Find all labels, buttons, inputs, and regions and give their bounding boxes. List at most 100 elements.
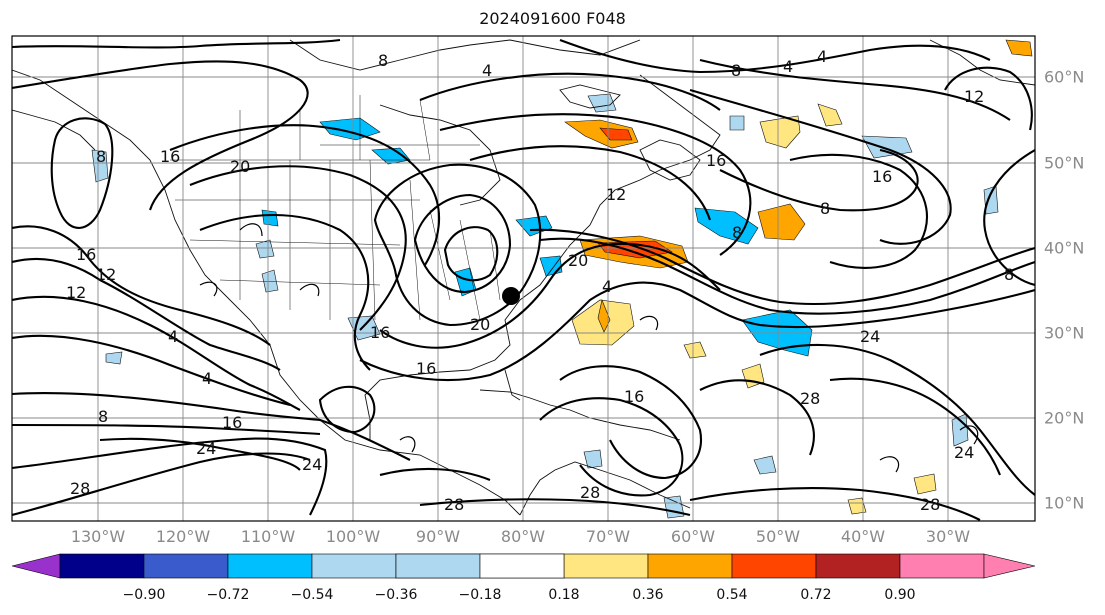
colorbar-segment (395, 553, 481, 579)
contour-label: 4 (482, 61, 492, 80)
colorbar-tick-label: −0.36 (374, 587, 418, 603)
colorbar-segment (227, 553, 313, 579)
thin-contours (199, 223, 979, 473)
colorbar-segment (311, 553, 397, 579)
longitude-label: 80°W (500, 527, 546, 546)
shade-patch (583, 449, 603, 469)
contour-label: 8 (378, 51, 388, 70)
contour-label: 8 (1004, 265, 1014, 284)
longitude-label: 30°W (925, 527, 971, 546)
shade-patch (105, 351, 123, 365)
contour-label: 16 (370, 323, 390, 342)
contour-label: 20 (568, 251, 588, 270)
shade-patch (255, 239, 275, 259)
contour-lines (12, 38, 1035, 521)
coastlines (12, 39, 1035, 516)
longitude-label: 50°W (755, 527, 801, 546)
longitude-label: 90°W (415, 527, 461, 546)
shade-patch (913, 473, 937, 495)
contour-label: 24 (860, 327, 880, 346)
colorbar-segment (899, 553, 985, 579)
colorbar-tick-label: 0.18 (548, 587, 580, 603)
contour-label: 16 (416, 359, 436, 378)
shade-patch (753, 455, 777, 475)
shade-patch (817, 103, 843, 127)
colorbar-segment (731, 553, 817, 579)
shade-patch (1005, 39, 1033, 57)
contour-label: 28 (444, 495, 464, 514)
contour-label: 8 (731, 61, 741, 80)
longitude-label: 70°W (585, 527, 631, 546)
shade-patch (757, 203, 806, 241)
map-title: 2024091600 F048 (479, 9, 626, 28)
shade-patch (729, 115, 745, 131)
colorbar-tick-label: −0.90 (122, 587, 166, 603)
contour-label: 24 (954, 443, 974, 462)
contour-label: 12 (964, 87, 984, 106)
shade-patch (847, 497, 867, 515)
colorbar-tick-label: 0.90 (884, 587, 916, 603)
contour-label-group: 8 4 4 8 12 8 16 20 16 16 12 12 16 8 12 8… (66, 47, 1014, 514)
shade-patch (261, 269, 279, 293)
shade-patch (759, 115, 801, 149)
contour-label: 8 (820, 199, 830, 218)
shade-patch (861, 135, 913, 159)
latitude-label: 30°N (1044, 323, 1085, 343)
contour-label: 12 (96, 265, 116, 284)
colorbar-tick-label: 0.54 (716, 587, 748, 603)
shade-patch (91, 149, 109, 183)
shade-patch (515, 215, 553, 237)
longitude-label: 60°W (670, 527, 716, 546)
shade-patch (261, 209, 279, 227)
contour-label: 4 (202, 369, 212, 388)
latitude-label: 10°N (1044, 493, 1085, 513)
contour-label: 16 (624, 387, 644, 406)
colorbar-over-arrow (983, 553, 1036, 579)
contour-label: 4 (783, 57, 793, 76)
contour-label: 16 (872, 167, 892, 186)
latitude-label: 20°N (1044, 408, 1085, 428)
longitude-label: 110°W (240, 527, 296, 546)
shade-patch (694, 207, 759, 245)
colorbar-tick-label: 0.72 (800, 587, 832, 603)
contour-label: 8 (96, 147, 106, 166)
latitude-label: 60°N (1044, 67, 1085, 87)
contour-label: 12 (606, 185, 626, 204)
colorbar-tick-label: −0.18 (458, 587, 502, 603)
latitude-label: 50°N (1044, 153, 1085, 173)
contour-label: 8 (98, 407, 108, 426)
colorbar-under-arrow (11, 553, 61, 579)
longitude-label: 120°W (155, 527, 211, 546)
contour-label: 28 (70, 479, 90, 498)
shade-patch (564, 119, 639, 149)
longitude-label: 130°W (70, 527, 126, 546)
state-borders (170, 95, 501, 321)
storm-center-marker (502, 287, 520, 305)
colorbar-segment (647, 553, 733, 579)
contour-label: 24 (302, 455, 322, 474)
colorbar-tick-label: −0.54 (290, 587, 334, 603)
contour-label: 16 (76, 245, 96, 264)
contour-label: 4 (602, 277, 612, 296)
contour-label: 24 (196, 439, 216, 458)
shade-patch (597, 298, 611, 333)
contour-label: 28 (920, 495, 940, 514)
contour-label: 28 (800, 389, 820, 408)
colorbar-tick-label: 0.36 (632, 587, 664, 603)
colorbar-segment (479, 553, 565, 579)
shade-patch (683, 341, 707, 359)
longitude-label: 100°W (325, 527, 381, 546)
contour-label: 16 (160, 147, 180, 166)
contour-label: 20 (470, 315, 490, 334)
colorbar-segment (563, 553, 649, 579)
latitude-label: 40°N (1044, 238, 1085, 258)
contour-label: 20 (230, 157, 250, 176)
colorbar-segment (143, 553, 229, 579)
contour-label: 16 (222, 413, 242, 432)
contour-label: 4 (168, 327, 178, 346)
colorbar-segment (59, 553, 145, 579)
contour-label: 12 (66, 283, 86, 302)
colorbar-segment (815, 553, 901, 579)
map-frame (11, 35, 1036, 522)
